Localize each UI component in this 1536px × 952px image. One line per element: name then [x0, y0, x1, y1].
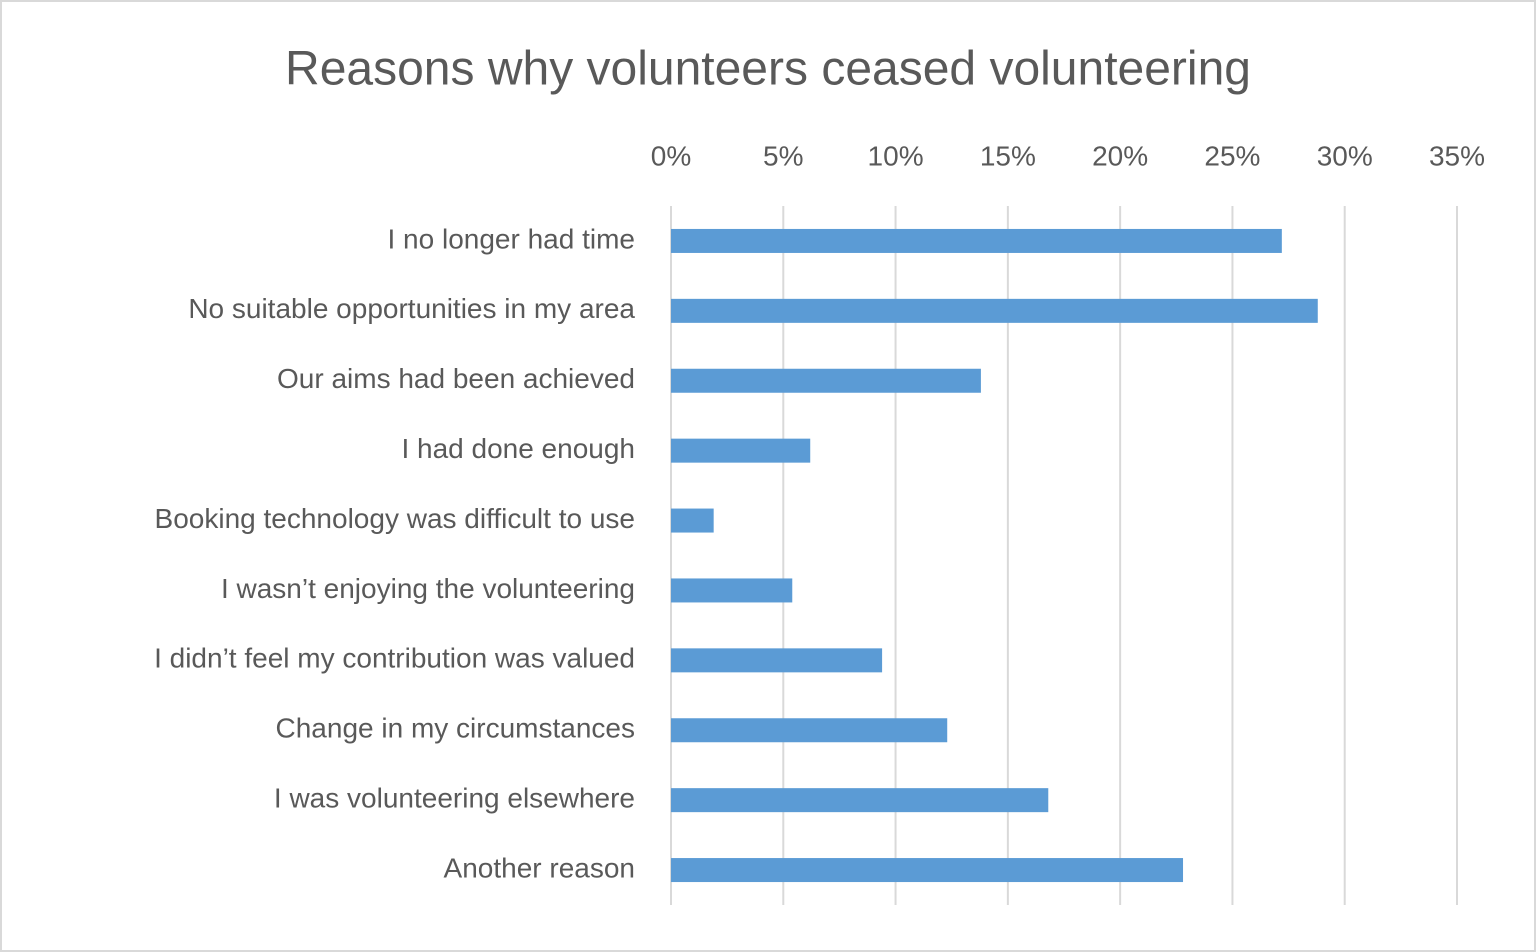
x-tick-label: 35% — [1429, 140, 1485, 171]
y-tick-label: I wasn’t enjoying the volunteering — [221, 573, 635, 604]
y-tick-label: I no longer had time — [388, 223, 636, 254]
y-tick-label: No suitable opportunities in my area — [188, 293, 635, 324]
bar — [671, 438, 811, 463]
bar — [671, 368, 981, 393]
bar — [671, 858, 1184, 883]
bar — [671, 648, 883, 673]
y-tick-label: I was volunteering elsewhere — [274, 783, 635, 814]
bar — [671, 718, 948, 743]
x-tick-label: 25% — [1204, 140, 1260, 171]
y-tick-label: Our aims had been achieved — [277, 363, 635, 394]
x-tick-label: 0% — [651, 140, 691, 171]
y-tick-label: Change in my circumstances — [276, 713, 635, 744]
bar — [671, 788, 1049, 813]
y-tick-label: I had done enough — [401, 433, 635, 464]
y-tick-label: I didn’t feel my contribution was valued — [154, 643, 635, 674]
x-tick-label: 20% — [1092, 140, 1148, 171]
bar — [671, 578, 793, 603]
y-tick-label: Another reason — [444, 852, 635, 883]
chart-title: Reasons why volunteers ceased volunteeri… — [285, 43, 1251, 96]
bar — [671, 228, 1282, 253]
x-tick-label: 5% — [763, 140, 803, 171]
bar — [671, 508, 714, 533]
bar — [671, 298, 1318, 323]
y-tick-label: Booking technology was difficult to use — [155, 503, 635, 534]
x-tick-label: 30% — [1317, 140, 1373, 171]
x-tick-label: 15% — [980, 140, 1036, 171]
x-tick-label: 10% — [868, 140, 924, 171]
